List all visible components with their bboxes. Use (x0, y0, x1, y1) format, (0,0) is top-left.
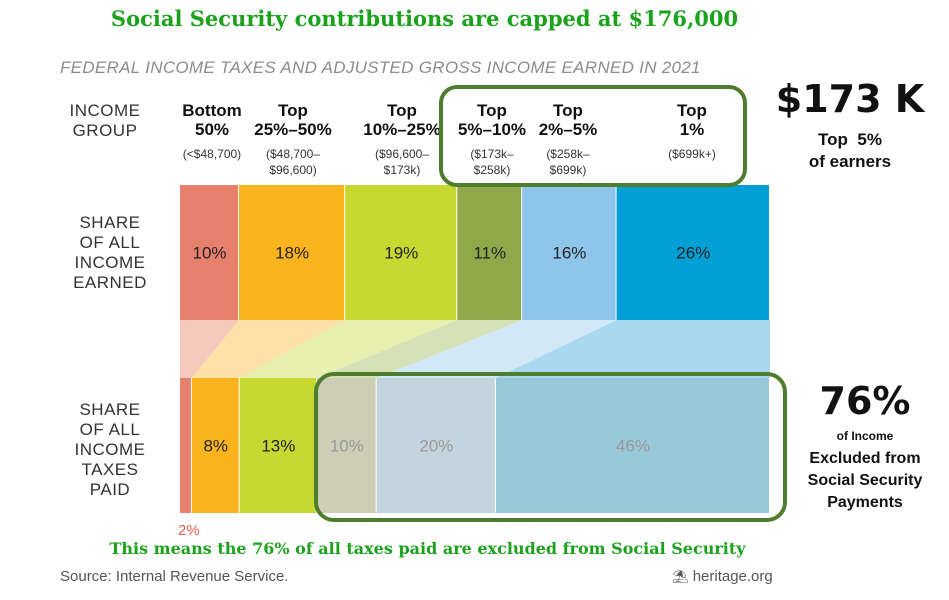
row-label-line: EARNED (73, 273, 147, 292)
row-label-line: TAXES (81, 460, 139, 479)
row-label-line: INCOME (74, 440, 146, 459)
taxes-paid-bar-0 (180, 378, 191, 513)
income-earned-label-1: 18% (275, 244, 309, 263)
group-range-line: $173k) (383, 163, 421, 177)
excluded-percent-label: 76% (819, 379, 911, 423)
group-header-top-5-10: Top 5%–10% ($173k– $258k) (447, 101, 537, 178)
income-earned-bar-2 (345, 185, 457, 320)
caption-line: Payments (827, 494, 903, 511)
taxes-paid-bar-2 (239, 378, 317, 513)
caption-line: Social Security (807, 472, 923, 489)
source-note: Source: Internal Revenue Service. (60, 568, 289, 585)
group-name-line: 10%–25% (363, 120, 441, 139)
group-name-line: Top (553, 101, 583, 120)
group-name-line: Top (387, 101, 417, 120)
taxes-paid-label-1: 8% (203, 437, 228, 456)
group-range-line: (<$48,700) (182, 147, 242, 161)
taxes-paid-bar-1 (191, 378, 239, 513)
taxes-paid-label-5: 46% (616, 437, 650, 456)
row-label-line: OF ALL (79, 233, 141, 252)
brand-credit: ⛱ heritage.org (672, 568, 773, 585)
bottom-50-tax-share-label: 2% (178, 522, 200, 539)
connector-0 (180, 320, 239, 378)
cap-amount-label: $173 K (775, 77, 925, 121)
group-name-line: 25%–50% (254, 120, 332, 139)
group-range-line: ($173k– (470, 147, 514, 161)
bell-icon: ⛱ (672, 569, 689, 584)
row-label-line: SHARE (79, 213, 141, 232)
group-name-line: Top (278, 101, 308, 120)
row-label-line: INCOME (74, 253, 146, 272)
row-label-line: INCOME (69, 101, 141, 120)
taxes-paid-label-2: 13% (261, 437, 295, 456)
row-label-line: OF ALL (79, 420, 141, 439)
chart-subtitle: FEDERAL INCOME TAXES AND ADJUSTED GROSS … (60, 58, 701, 77)
income-earned-bar-0 (180, 185, 238, 320)
income-earned-bar-1 (239, 185, 345, 320)
connector-5 (495, 320, 770, 378)
row-label-line: GROUP (72, 121, 138, 140)
top-groups-highlight-box (439, 85, 747, 187)
group-header-top-1: Top 1% ($699k+) (642, 101, 742, 162)
excluded-percent-sub: of Income (836, 429, 894, 443)
group-name-line: Bottom (182, 101, 242, 120)
row-label-taxes-paid: SHARE OF ALL INCOME TAXES PAID (55, 400, 165, 500)
cap-amount-caption: Top 5% of earners (770, 129, 930, 173)
income-earned-label-0: 10% (192, 244, 226, 263)
row-label-income-earned: SHARE OF ALL INCOME EARNED (55, 213, 165, 293)
group-name-line: 1% (679, 120, 705, 139)
excluded-taxes-highlight-box (314, 372, 787, 522)
group-name-line: 5%–10% (457, 120, 527, 139)
group-name-line: Top (677, 101, 707, 120)
taxes-paid-label-4: 20% (419, 437, 453, 456)
connector-4 (376, 320, 617, 378)
connector-2 (239, 320, 458, 378)
group-header-top-2-5: Top 2%–5% ($258k– $699k) (523, 101, 613, 178)
group-range-line: $96,600) (269, 163, 317, 177)
brand-text: heritage.org (692, 568, 773, 585)
income-earned-bar-3 (457, 185, 522, 320)
caption-line: Excluded from (809, 450, 921, 467)
connector-1 (191, 320, 346, 378)
row-label-line: PAID (89, 480, 131, 499)
group-range-line: $699k) (549, 163, 587, 177)
excluded-caption: Excluded from Social Security Payments (785, 448, 945, 514)
caption-line: of earners (808, 152, 892, 171)
income-earned-label-2: 19% (384, 244, 418, 263)
bars-layer: 10% 18% 19% 11% 16% 26% 8% 13% 10% 20% 46% (180, 185, 769, 513)
caption-line: Top 5% (818, 130, 882, 149)
taxes-paid-bar-5 (495, 378, 769, 513)
headline: Social Security contributions are capped… (110, 6, 739, 31)
footer-note: This means the 76% of all taxes paid are… (109, 539, 746, 558)
income-earned-label-3: 11% (473, 244, 506, 263)
income-earned-label-5: 26% (676, 244, 710, 263)
taxes-paid-bar-3 (317, 378, 376, 513)
taxes-paid-bar-4 (376, 378, 495, 513)
group-name-line: 50% (194, 120, 230, 139)
group-header-top-25-50: Top 25%–50% ($48,700– $96,600) (243, 101, 343, 178)
row-label-income-group: INCOME GROUP (55, 101, 155, 141)
group-header-bottom-50: Bottom 50% (<$48,700) (162, 101, 262, 162)
group-range-line: ($96,600– (374, 147, 430, 161)
taxes-paid-label-3: 10% (330, 437, 364, 456)
income-earned-bar-4 (522, 185, 616, 320)
income-earned-label-4: 16% (552, 244, 586, 263)
group-header-top-10-25: Top 10%–25% ($96,600– $173k) (352, 101, 452, 178)
row-label-line: SHARE (79, 400, 141, 419)
group-range-line: ($48,700– (265, 147, 321, 161)
connector-layer (180, 320, 770, 378)
income-earned-bar-5 (616, 185, 769, 320)
group-range-line: $258k) (473, 163, 511, 177)
connector-3 (317, 320, 523, 378)
group-name-line: Top (477, 101, 507, 120)
group-range-line: ($699k+) (668, 147, 716, 161)
group-range-line: ($258k– (546, 147, 590, 161)
group-name-line: 2%–5% (538, 120, 598, 139)
